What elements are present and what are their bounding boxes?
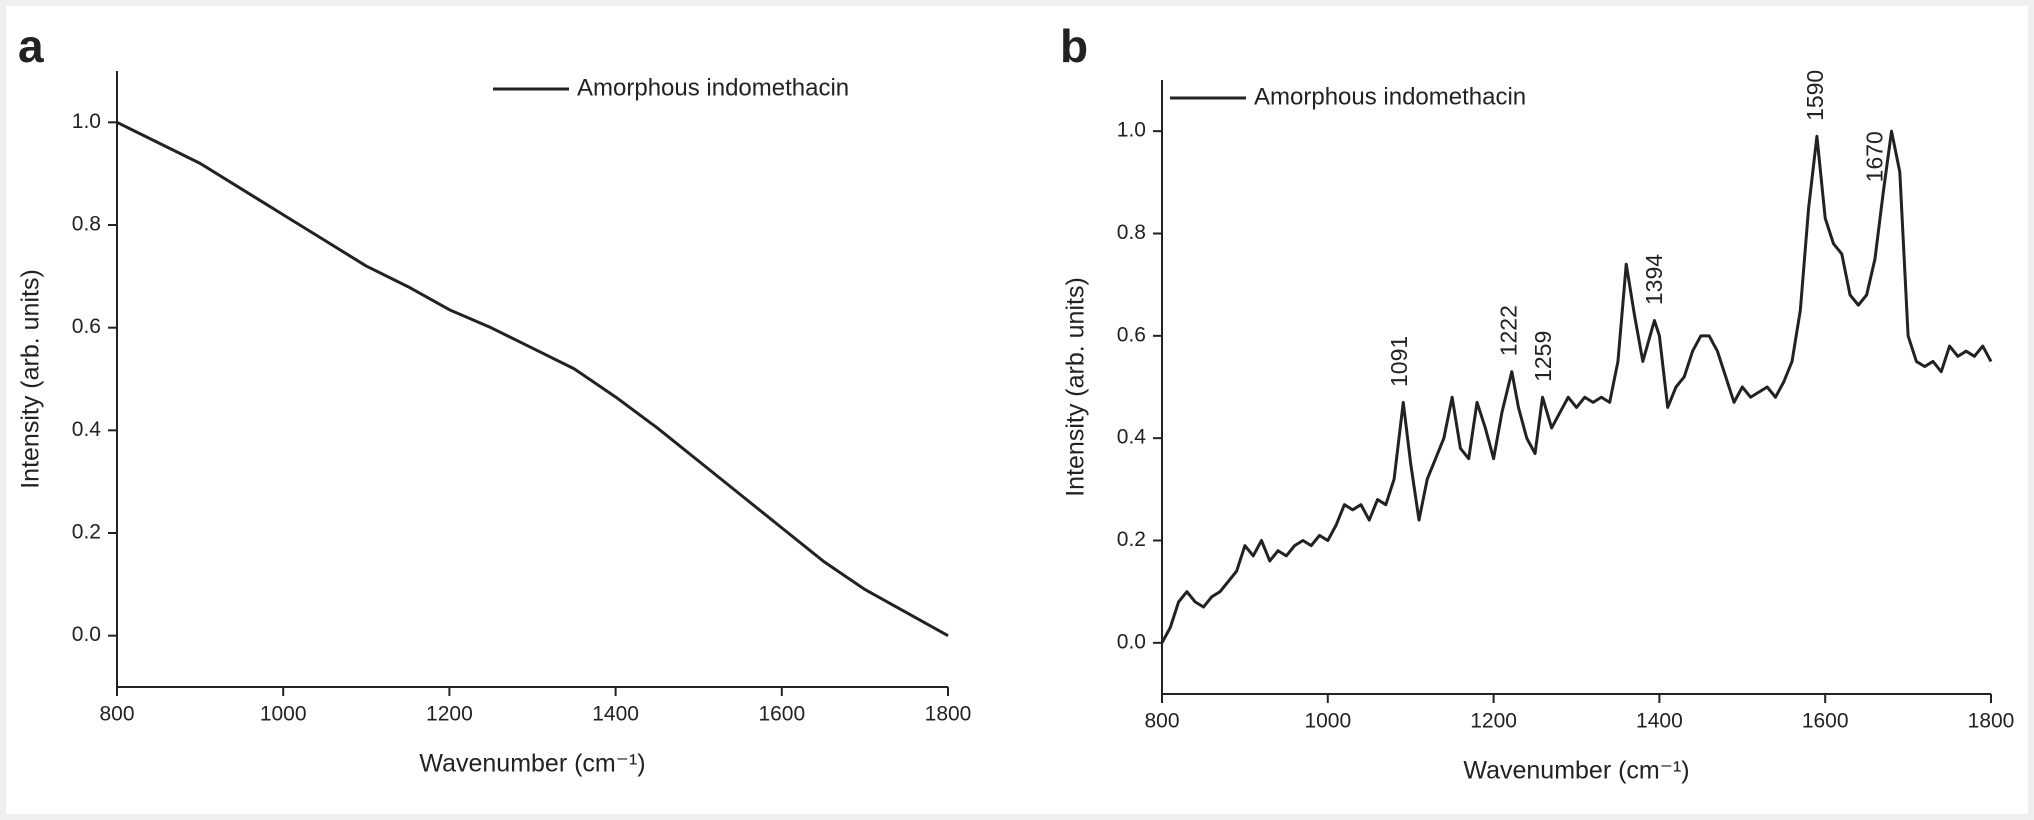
peak-annotation: 1091 xyxy=(1386,336,1412,387)
y-tick-label: 0.8 xyxy=(1117,221,1146,244)
y-tick-label: 0.4 xyxy=(72,418,102,441)
x-tick-label: 1800 xyxy=(1968,710,2015,733)
y-tick-label: 0.2 xyxy=(1117,528,1146,551)
peak-annotation: 1670 xyxy=(1862,131,1888,182)
peak-annotation: 1259 xyxy=(1530,331,1556,382)
x-tick-label: 1600 xyxy=(1802,710,1849,733)
x-tick-label: 1600 xyxy=(758,703,805,726)
x-axis-label: Wavenumber (cm⁻¹) xyxy=(1463,757,1689,785)
peak-annotation: 1222 xyxy=(1495,305,1521,356)
y-axis-label: Intensity (arb. units) xyxy=(1062,277,1090,497)
x-tick-label: 1400 xyxy=(1636,710,1683,733)
x-tick-label: 1000 xyxy=(260,703,307,726)
panel-label: b xyxy=(1060,20,1088,72)
x-tick-label: 1200 xyxy=(1470,710,1517,733)
y-tick-label: 1.0 xyxy=(72,110,101,133)
y-tick-label: 0.2 xyxy=(72,521,101,544)
y-tick-label: 0.8 xyxy=(72,213,101,236)
x-tick-label: 800 xyxy=(99,703,134,726)
legend-label: Amorphous indomethacin xyxy=(1254,83,1526,110)
y-tick-label: 0.0 xyxy=(72,623,101,646)
y-tick-label: 1.0 xyxy=(1117,119,1146,142)
x-tick-label: 1400 xyxy=(592,703,639,726)
y-tick-label: 0.4 xyxy=(1117,426,1147,449)
peak-annotation: 1394 xyxy=(1641,254,1667,305)
y-tick-label: 0.6 xyxy=(1117,323,1146,346)
y-axis-label: Intensity (arb. units) xyxy=(17,269,45,489)
legend-label: Amorphous indomethacin xyxy=(577,74,849,101)
peak-annotation: 1590 xyxy=(1802,70,1828,121)
panel-label: a xyxy=(18,20,44,72)
data-line xyxy=(116,120,949,637)
y-tick-label: 0.0 xyxy=(1117,630,1146,653)
x-tick-label: 1000 xyxy=(1304,710,1351,733)
x-tick-label: 1200 xyxy=(426,703,473,726)
y-tick-label: 0.6 xyxy=(72,315,101,338)
x-tick-label: 1800 xyxy=(925,703,972,726)
x-axis-label: Wavenumber (cm⁻¹) xyxy=(419,750,645,778)
data-line xyxy=(1160,129,1993,644)
figure-background xyxy=(6,6,2028,814)
x-tick-label: 800 xyxy=(1144,710,1179,733)
